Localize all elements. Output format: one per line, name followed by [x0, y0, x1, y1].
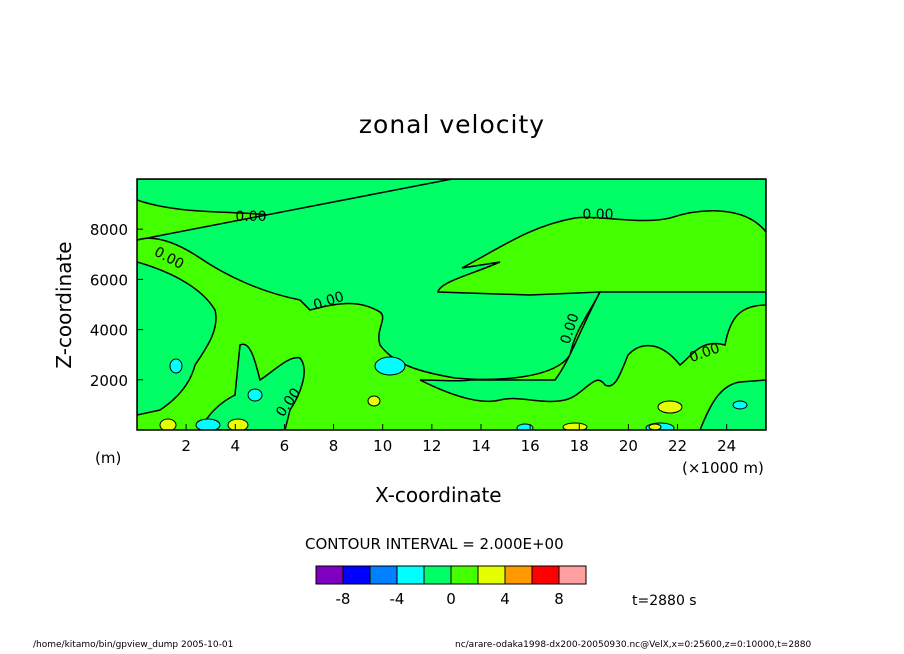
x-tick-label: 24	[717, 437, 736, 455]
colorbar-swatch	[531, 565, 560, 585]
yellow-cell	[648, 423, 662, 430]
colorbar-swatch	[315, 565, 344, 585]
x-tick-label: 14	[471, 437, 490, 455]
colorbar-tick-label: 4	[500, 590, 510, 608]
x-tick-label: 22	[668, 437, 687, 455]
x-tick-label: 18	[570, 437, 589, 455]
negative-region	[137, 179, 766, 381]
y-tick-label: 2000	[90, 372, 128, 390]
footer-right-text: nc/arare-odaka1998-dx200-20050930.nc@Vel…	[455, 640, 812, 650]
x-tick-label: 8	[329, 437, 339, 455]
y-tick-label: 4000	[90, 322, 128, 340]
colorbar-tick-label: 8	[554, 590, 564, 608]
contour-field	[137, 179, 766, 430]
yellow-cell	[227, 418, 249, 430]
time-label: t=2880 s	[632, 593, 697, 609]
cyan-cell	[195, 418, 221, 430]
colorbar-swatch	[342, 565, 371, 585]
negative-region	[137, 261, 217, 416]
x-tick-label: 4	[231, 437, 241, 455]
yellow-cell	[367, 395, 381, 407]
colorbar-tick-label: -4	[390, 590, 405, 608]
cyan-cell	[516, 423, 534, 430]
x-axis-unit: (×1000 m)	[682, 459, 764, 477]
x-axis-label: X-coordinate	[375, 483, 502, 507]
colorbar-tick-label: -8	[336, 590, 351, 608]
cyan-cell	[169, 358, 183, 374]
yellow-cell	[562, 422, 588, 430]
x-tick-label: 16	[521, 437, 540, 455]
x-tick-label: 12	[422, 437, 441, 455]
negative-region	[419, 291, 766, 403]
colorbar-swatch	[558, 565, 587, 585]
colorbar-swatch	[396, 565, 425, 585]
y-axis-label: Z-coordinate	[52, 241, 76, 369]
y-tick-label: 6000	[90, 271, 128, 289]
y-tick-label: 8000	[90, 221, 128, 239]
colorbar-swatch	[504, 565, 533, 585]
yellow-cell	[657, 400, 683, 414]
yellow-cell	[159, 418, 177, 430]
contour-label: 0.00	[235, 209, 266, 225]
colorbar-swatch	[477, 565, 506, 585]
plot-frame	[136, 178, 767, 431]
contour-interval-label: CONTOUR INTERVAL = 2.000E+00	[305, 535, 564, 553]
cyan-cell	[247, 388, 263, 402]
cyan-cell	[732, 400, 748, 410]
x-tick-label: 2	[181, 437, 191, 455]
footer-left-text: /home/kitamo/bin/gpview_dump 2005-10-01	[33, 640, 234, 650]
negative-region	[199, 343, 305, 430]
x-tick-label: 20	[619, 437, 638, 455]
colorbar-swatch	[369, 565, 398, 585]
colorbar-tick-label: 0	[446, 590, 456, 608]
chart-title: zonal velocity	[358, 110, 546, 139]
x-tick-label: 10	[373, 437, 392, 455]
cyan-cell	[374, 356, 406, 376]
y-axis-unit: (m)	[95, 449, 122, 467]
x-tick-label: 6	[280, 437, 290, 455]
contour-label: 0.00	[582, 207, 613, 223]
colorbar-swatch	[423, 565, 452, 585]
colorbar-swatch	[450, 565, 479, 585]
